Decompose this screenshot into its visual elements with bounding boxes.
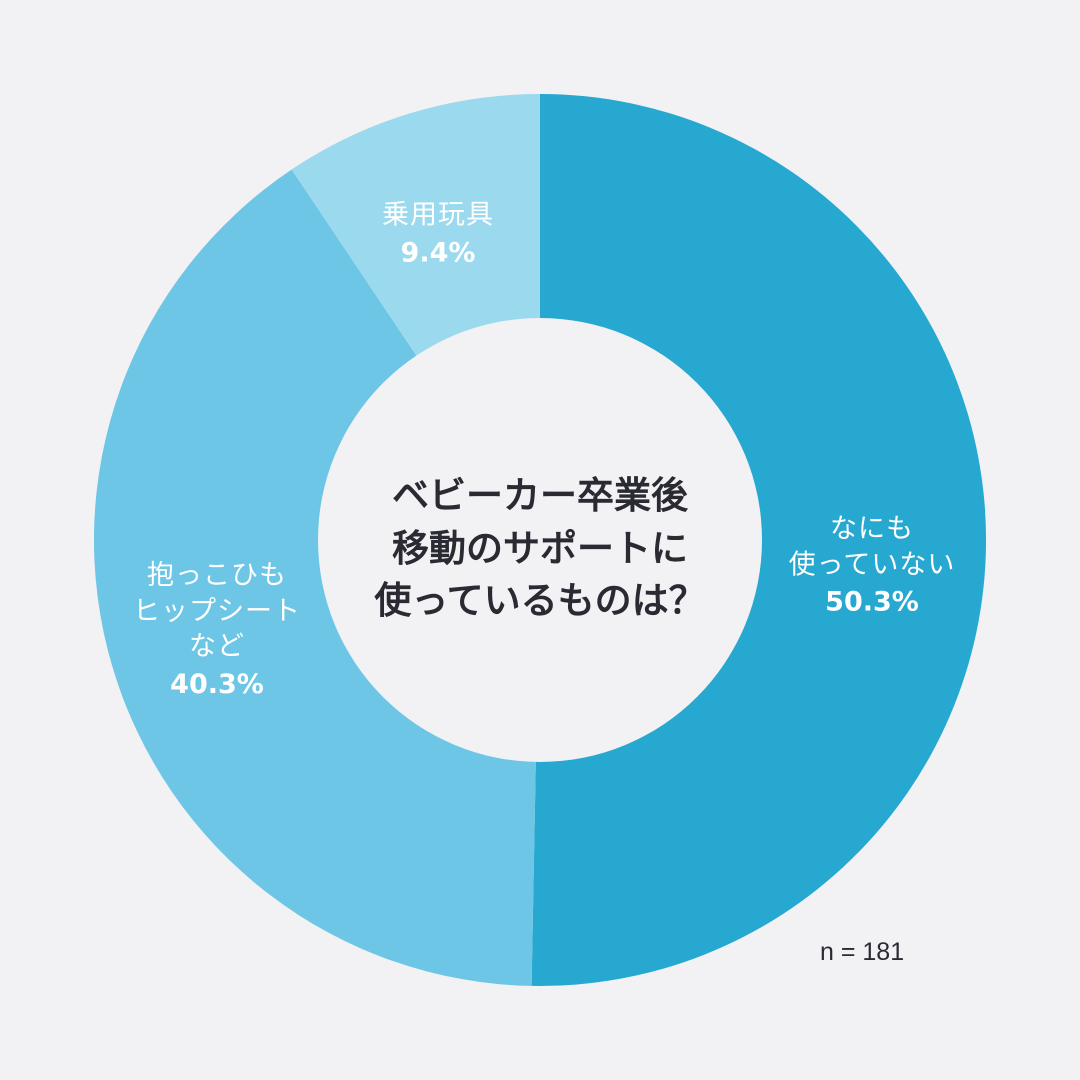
slice-name: 抱っこひも ヒップシート など: [133, 559, 301, 662]
slice-label-carrier: 抱っこひも ヒップシート など 40.3%: [133, 558, 301, 703]
slice-label-ride-on-toy: 乗用玩具 9.4%: [382, 197, 494, 270]
slice-value: 50.3%: [825, 586, 919, 618]
sample-size-note: n = 181: [820, 938, 905, 966]
slice-value: 40.3%: [170, 668, 264, 700]
donut-hole: [318, 318, 762, 762]
chart-title: ベビーカー卒業後 移動のサポートに 使っているものは？: [374, 474, 706, 623]
slice-name: 乗用玩具: [382, 199, 494, 231]
slice-name: なにも 使っていない: [788, 513, 956, 581]
slice-carrier: [93, 169, 541, 986]
slice-value: 9.4%: [400, 237, 476, 268]
slice-label-none: なにも 使っていない 50.3%: [789, 512, 956, 621]
